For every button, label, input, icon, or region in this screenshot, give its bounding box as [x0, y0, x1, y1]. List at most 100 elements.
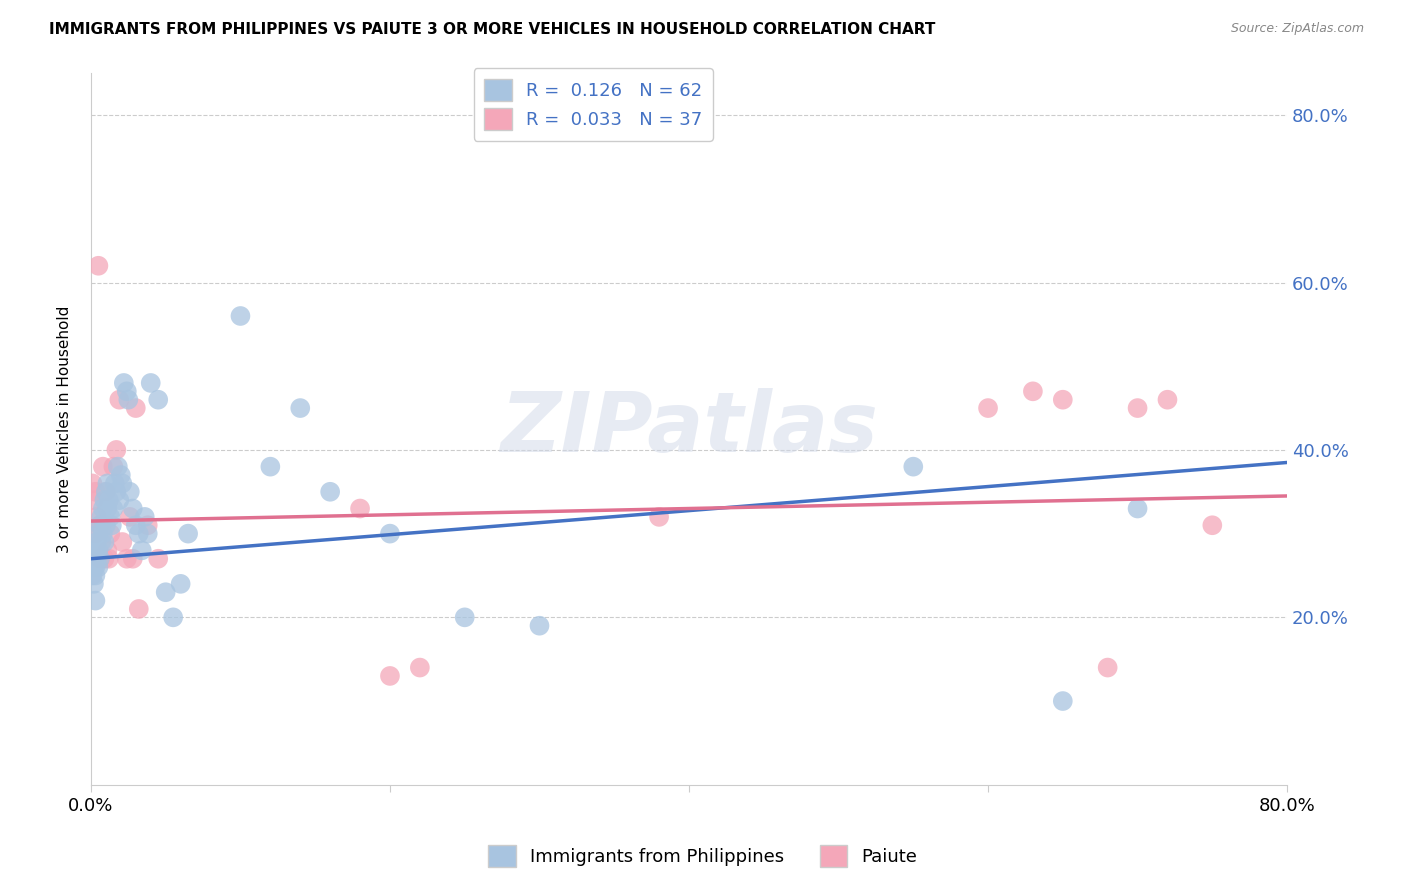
Point — [91, 459, 114, 474]
Point — [96, 543, 118, 558]
Point — [169, 577, 191, 591]
Point — [90, 509, 112, 524]
Point — [349, 501, 371, 516]
Point — [105, 442, 128, 457]
Point — [87, 543, 110, 558]
Point — [118, 484, 141, 499]
Point — [111, 535, 134, 549]
Point — [128, 526, 150, 541]
Point — [319, 484, 342, 499]
Point — [110, 468, 132, 483]
Point — [115, 384, 138, 399]
Point — [91, 526, 114, 541]
Point — [1126, 401, 1149, 415]
Legend: Immigrants from Philippines, Paiute: Immigrants from Philippines, Paiute — [481, 838, 925, 874]
Point — [82, 568, 104, 582]
Text: IMMIGRANTS FROM PHILIPPINES VS PAIUTE 3 OR MORE VEHICLES IN HOUSEHOLD CORRELATIO: IMMIGRANTS FROM PHILIPPINES VS PAIUTE 3 … — [49, 22, 935, 37]
Point — [529, 618, 551, 632]
Point — [118, 509, 141, 524]
Point — [90, 535, 112, 549]
Point — [136, 526, 159, 541]
Point — [128, 602, 150, 616]
Point — [94, 518, 117, 533]
Point — [104, 476, 127, 491]
Point — [84, 526, 107, 541]
Point — [84, 543, 107, 558]
Point — [111, 476, 134, 491]
Text: ZIPatlas: ZIPatlas — [501, 389, 877, 469]
Point — [83, 551, 105, 566]
Point — [1052, 694, 1074, 708]
Point — [1052, 392, 1074, 407]
Point — [162, 610, 184, 624]
Point — [84, 560, 107, 574]
Point — [454, 610, 477, 624]
Point — [89, 518, 111, 533]
Point — [97, 493, 120, 508]
Point — [86, 551, 108, 566]
Point — [103, 501, 125, 516]
Point — [82, 543, 104, 558]
Point — [259, 459, 281, 474]
Point — [409, 660, 432, 674]
Point — [93, 493, 115, 508]
Point — [103, 459, 125, 474]
Point — [108, 392, 131, 407]
Point — [94, 484, 117, 499]
Point — [94, 484, 117, 499]
Point — [125, 518, 148, 533]
Point — [105, 484, 128, 499]
Point — [177, 526, 200, 541]
Point — [87, 259, 110, 273]
Point — [121, 551, 143, 566]
Point — [83, 493, 105, 508]
Point — [84, 484, 107, 499]
Point — [89, 518, 111, 533]
Point — [107, 459, 129, 474]
Point — [93, 551, 115, 566]
Point — [87, 560, 110, 574]
Point — [97, 551, 120, 566]
Point — [1201, 518, 1223, 533]
Legend: R =  0.126   N = 62, R =  0.033   N = 37: R = 0.126 N = 62, R = 0.033 N = 37 — [474, 68, 713, 141]
Point — [83, 577, 105, 591]
Point — [86, 509, 108, 524]
Point — [115, 551, 138, 566]
Point — [83, 560, 105, 574]
Point — [1126, 501, 1149, 516]
Point — [378, 526, 401, 541]
Point — [977, 401, 1000, 415]
Text: Source: ZipAtlas.com: Source: ZipAtlas.com — [1230, 22, 1364, 36]
Point — [136, 518, 159, 533]
Point — [98, 526, 121, 541]
Point — [903, 459, 925, 474]
Point — [89, 551, 111, 566]
Point — [1156, 392, 1178, 407]
Point — [90, 518, 112, 533]
Point — [89, 551, 111, 566]
Point — [98, 509, 121, 524]
Point — [82, 476, 104, 491]
Point — [96, 501, 118, 516]
Point — [155, 585, 177, 599]
Point — [148, 551, 170, 566]
Point — [290, 401, 312, 415]
Point — [91, 501, 114, 516]
Point — [229, 309, 252, 323]
Point — [112, 376, 135, 390]
Point — [139, 376, 162, 390]
Point — [131, 543, 153, 558]
Point — [117, 392, 139, 407]
Point — [134, 509, 156, 524]
Y-axis label: 3 or more Vehicles in Household: 3 or more Vehicles in Household — [58, 305, 72, 553]
Point — [648, 509, 671, 524]
Point — [93, 535, 115, 549]
Point — [86, 535, 108, 549]
Point — [1097, 660, 1119, 674]
Point — [125, 401, 148, 415]
Point — [1022, 384, 1045, 399]
Point — [108, 493, 131, 508]
Point — [84, 568, 107, 582]
Point — [148, 392, 170, 407]
Point — [378, 669, 401, 683]
